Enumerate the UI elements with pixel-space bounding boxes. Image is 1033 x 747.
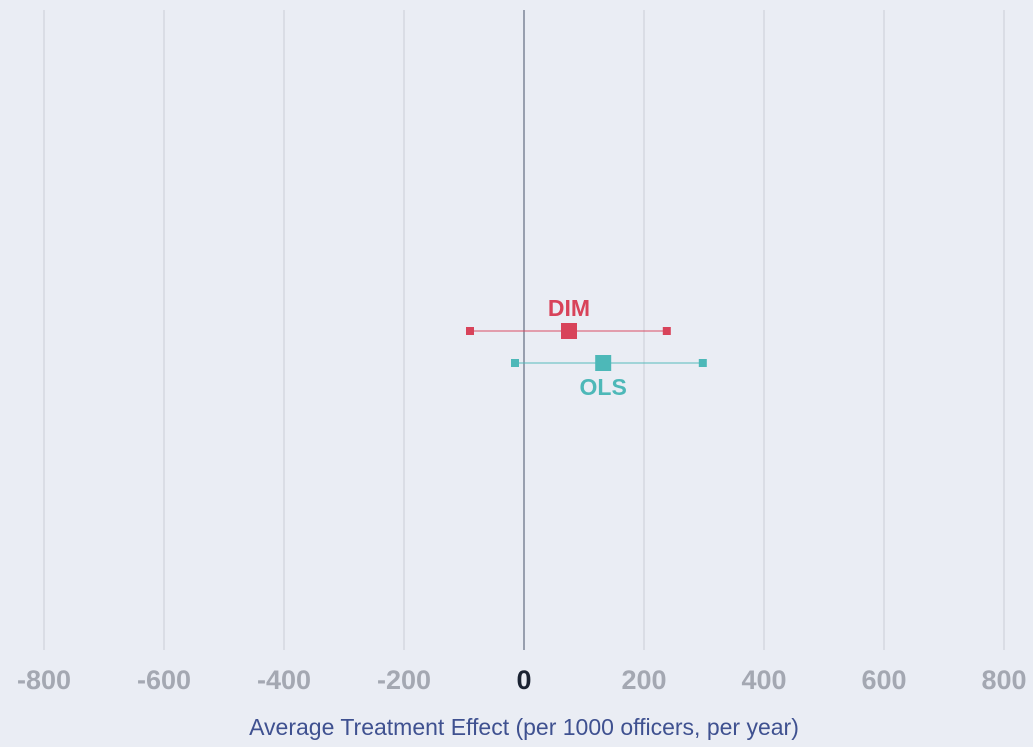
x-tick-label: 800 — [981, 665, 1026, 695]
series-dim: DIM — [466, 295, 671, 339]
ci-lower-marker — [511, 359, 519, 367]
x-axis-title: Average Treatment Effect (per 1000 offic… — [249, 714, 799, 740]
ci-upper-marker — [662, 327, 671, 335]
series-marks: DIM OLS — [466, 295, 707, 400]
point-estimate-marker — [595, 355, 612, 371]
x-tick-label: -200 — [377, 665, 431, 695]
series-label: DIM — [548, 295, 590, 321]
ci-upper-marker — [698, 359, 707, 367]
point-estimate-marker — [561, 323, 577, 339]
series-ols: OLS — [511, 355, 707, 400]
x-tick-labels: -800 -600 -400 -200 0 200 400 600 800 — [17, 665, 1027, 695]
ci-lower-marker — [466, 327, 474, 335]
x-tick-label: -600 — [137, 665, 191, 695]
x-tick-label: 400 — [741, 665, 786, 695]
x-tick-label: -400 — [257, 665, 311, 695]
x-tick-label: -800 — [17, 665, 71, 695]
x-tick-label: 0 — [516, 665, 531, 695]
series-label: OLS — [580, 374, 627, 400]
x-tick-label: 200 — [621, 665, 666, 695]
gridlines — [43, 10, 1005, 650]
x-tick-label: 600 — [861, 665, 906, 695]
